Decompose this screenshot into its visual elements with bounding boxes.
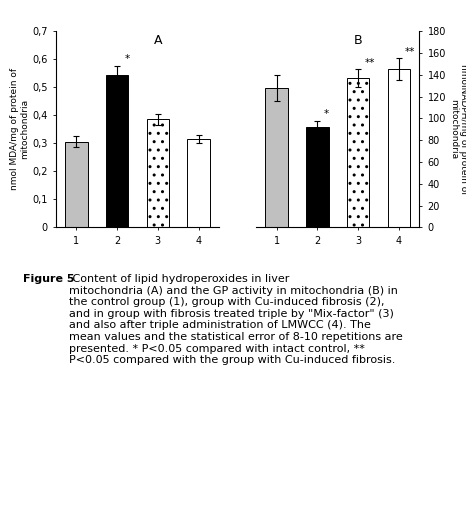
Bar <box>388 69 410 227</box>
Text: Figure 5 Content of lipid hydroperoxides in liver
mitochondria (A) and the GP ac: Figure 5 Content of lipid hydroperoxides… <box>23 274 357 365</box>
Text: **: ** <box>364 57 375 68</box>
Y-axis label: nmol MDA/mg of protein of
mitochondria: nmol MDA/mg of protein of mitochondria <box>10 68 29 190</box>
Bar <box>106 74 128 227</box>
Text: Content of lipid hydroperoxides in liver
mitochondria (A) and the GP activity in: Content of lipid hydroperoxides in liver… <box>69 274 403 365</box>
Text: B: B <box>354 34 363 47</box>
Bar <box>266 88 288 227</box>
Bar <box>306 127 329 227</box>
Text: A: A <box>154 34 162 47</box>
Bar <box>147 119 169 227</box>
Bar <box>65 142 88 227</box>
Text: **: ** <box>405 47 416 57</box>
Y-axis label: nmolNADPH/mg of protein of
mitochondria: nmolNADPH/mg of protein of mitochondria <box>449 64 466 194</box>
Bar <box>347 78 370 227</box>
Bar <box>187 139 210 227</box>
Text: *: * <box>124 54 130 64</box>
Text: Figure 5: Figure 5 <box>23 274 75 284</box>
Text: *: * <box>323 109 329 119</box>
